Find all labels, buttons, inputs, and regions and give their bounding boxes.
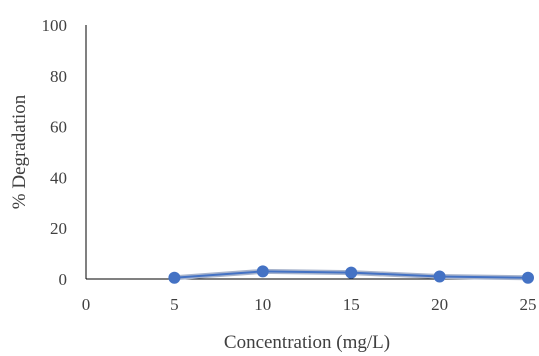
x-tick-label: 15 — [343, 295, 360, 314]
data-point — [256, 265, 269, 278]
y-tick-label: 80 — [50, 67, 67, 86]
y-tick-label: 60 — [50, 118, 67, 137]
y-tick-label: 20 — [50, 219, 67, 238]
x-tick-label: 20 — [431, 295, 448, 314]
data-point — [168, 271, 181, 284]
data-point — [522, 271, 534, 284]
x-tick-label: 25 — [520, 295, 537, 314]
y-axis-title: % Degradation — [9, 94, 30, 209]
x-axis-title: Concentration (mg/L) — [224, 332, 390, 353]
x-axis-ticks: 0 5 10 15 20 25 — [82, 295, 537, 314]
data-point — [433, 270, 446, 283]
series-group — [168, 265, 534, 284]
y-tick-label: 40 — [50, 168, 67, 187]
y-axis-ticks: 0 20 40 60 80 100 — [42, 16, 68, 289]
data-point — [345, 266, 358, 279]
y-tick-label: 0 — [59, 270, 68, 289]
x-tick-label: 10 — [254, 295, 271, 314]
y-tick-label: 100 — [42, 16, 68, 35]
x-tick-label: 0 — [82, 295, 91, 314]
x-tick-label: 5 — [170, 295, 179, 314]
